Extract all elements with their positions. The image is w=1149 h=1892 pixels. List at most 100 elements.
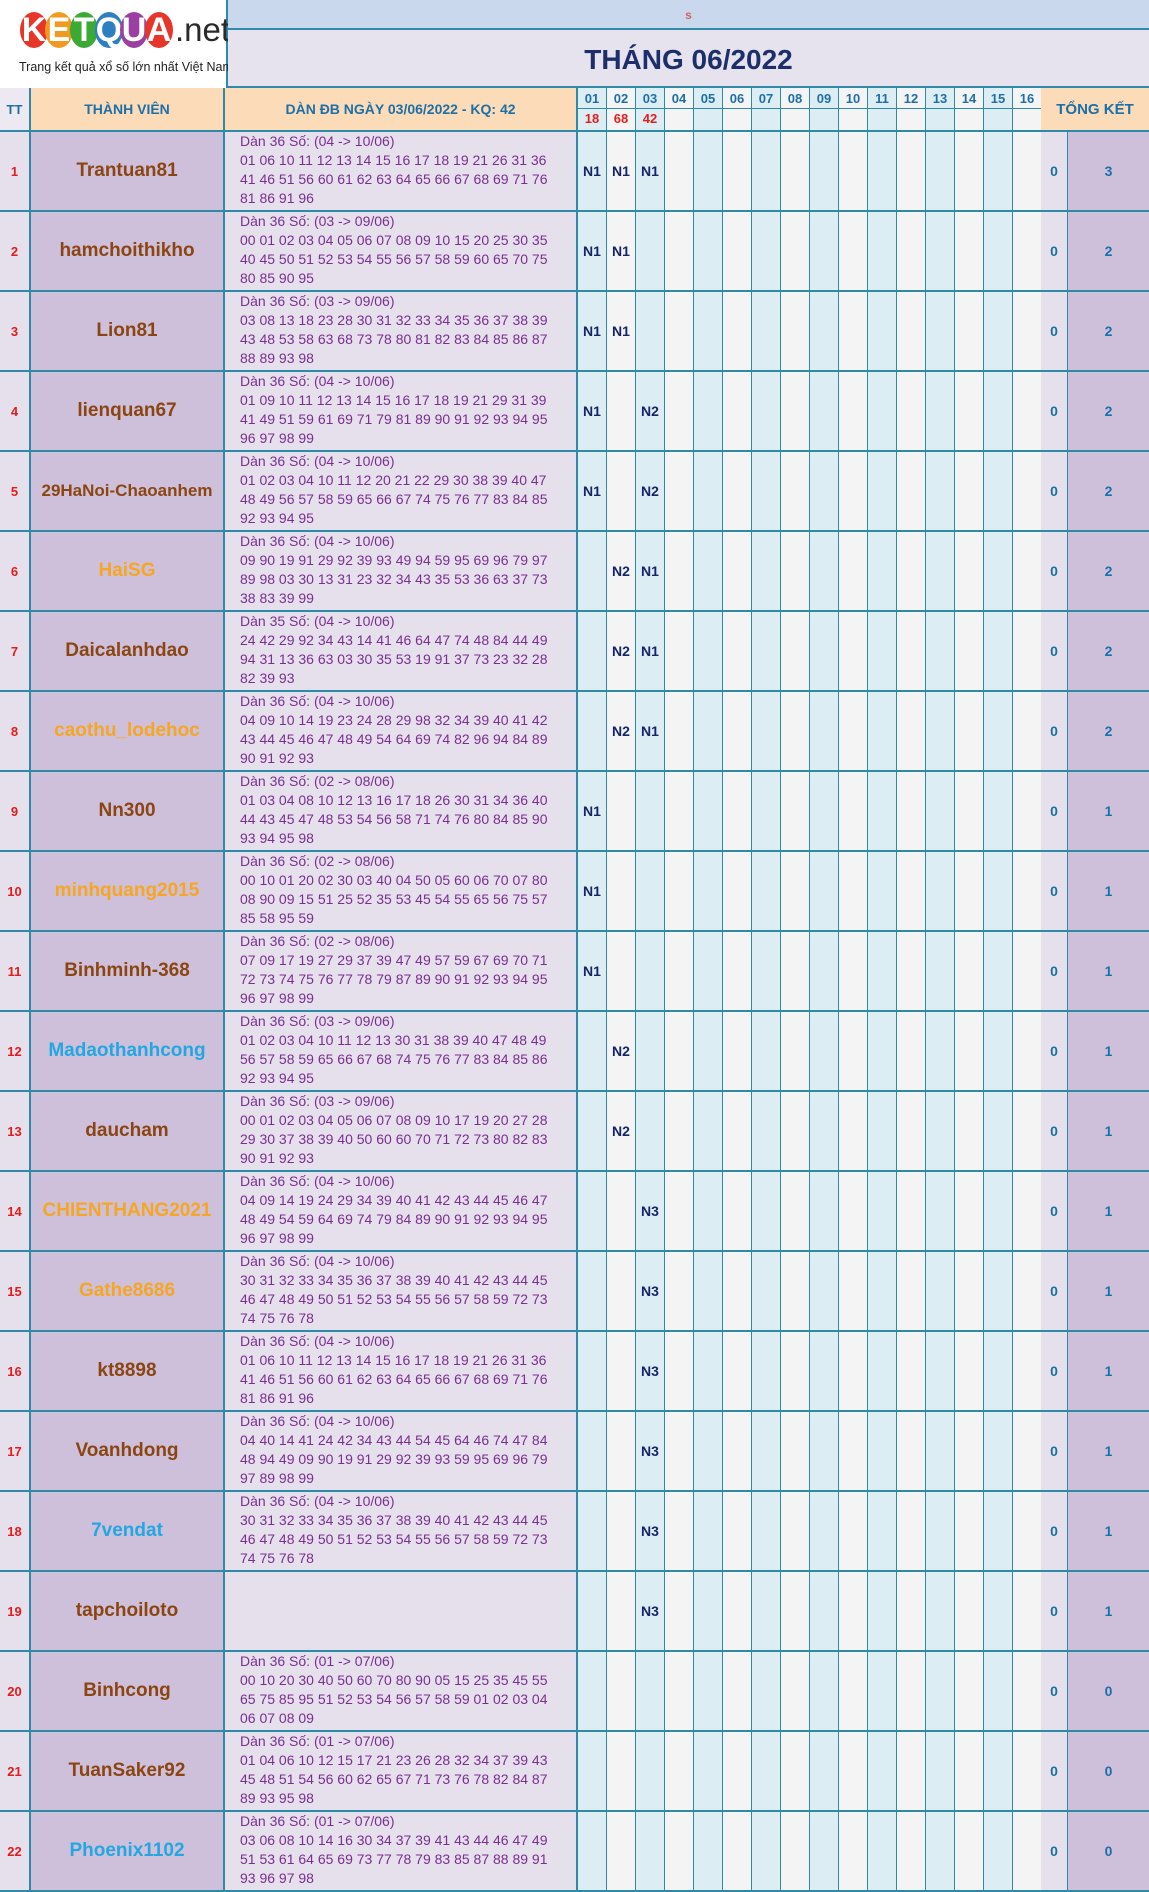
day-cell-02: N2 [607,1092,636,1170]
dan-numbers: Dàn 36 Số: (03 -> 09/06) 03 08 13 18 23 2… [225,292,578,370]
day-cell-13 [926,452,955,530]
day-cell-15 [984,1332,1013,1410]
day-cell-09 [810,772,839,850]
header-day-label: 08 [781,88,809,109]
member-name[interactable]: Daicalanhdao [31,612,225,690]
header-day-label: 03 [636,88,664,109]
header-day-label: 04 [665,88,693,109]
member-name[interactable]: lienquan67 [31,372,225,450]
dan-numbers [225,1572,578,1650]
day-cell-07 [752,1092,781,1170]
dan-numbers: Dàn 36 Số: (01 -> 07/06) 01 04 06 10 12 1… [225,1732,578,1810]
day-cell-12 [897,372,926,450]
day-cell-08 [781,1012,810,1090]
logo-letter: T [70,12,98,48]
member-name[interactable]: CHIENTHANG2021 [31,1172,225,1250]
header-day-result [839,109,867,130]
logo-letter: A [145,11,173,49]
day-cell-02 [607,1492,636,1570]
total-zero: 0 [1041,212,1068,290]
member-name[interactable]: caothu_lodehoc [31,692,225,770]
day-cell-14 [955,132,984,210]
dan-line: 01 03 04 08 10 12 13 16 17 18 26 30 31 3… [240,792,548,808]
dan-line: 03 08 13 18 23 28 30 31 32 33 34 35 36 3… [240,312,548,328]
day-cell-02 [607,452,636,530]
member-name[interactable]: 7vendat [31,1492,225,1570]
day-cell-15 [984,532,1013,610]
day-cell-01 [578,1332,607,1410]
member-name[interactable]: hamchoithikho [31,212,225,290]
day-cell-06 [723,372,752,450]
dan-line: 00 01 02 03 04 05 06 07 08 09 10 15 20 2… [240,232,548,248]
dan-line: 24 42 29 92 34 43 14 41 46 64 47 74 48 8… [240,632,548,648]
row-number: 12 [0,1012,31,1090]
dan-numbers: Dàn 36 Số: (04 -> 10/06) 04 09 14 19 24 2… [225,1172,578,1250]
day-cell-02: N2 [607,692,636,770]
day-cell-14 [955,852,984,930]
member-name[interactable]: daucham [31,1092,225,1170]
day-cell-11 [868,1572,897,1650]
day-cell-15 [984,1092,1013,1170]
total-score: 2 [1068,452,1149,530]
member-name[interactable]: Trantuan81 [31,132,225,210]
total-zero: 0 [1041,1092,1068,1170]
member-name[interactable]: Lion81 [31,292,225,370]
member-name[interactable]: Binhminh-368 [31,932,225,1010]
dan-line: 74 75 76 78 [240,1550,314,1566]
day-cell-11 [868,932,897,1010]
row-number: 20 [0,1652,31,1730]
day-cell-06 [723,692,752,770]
day-cell-10 [839,1732,868,1810]
day-cell-12 [897,1492,926,1570]
member-name[interactable]: HaiSG [31,532,225,610]
member-name[interactable]: TuanSaker92 [31,1732,225,1810]
member-name[interactable]: Nn300 [31,772,225,850]
day-cell-04 [665,1332,694,1410]
total-score: 2 [1068,292,1149,370]
day-cell-05 [694,292,723,370]
member-name[interactable]: Binhcong [31,1652,225,1730]
dan-line: 82 39 93 [240,670,295,686]
table-row: 5 29HaNoi-Chaoanhem Dàn 36 Số: (04 -> 10/0… [0,452,1149,532]
site-logo[interactable]: K E T Q U A .net Trang kết quả xổ số lớn nhất … [0,0,233,88]
day-cell-16 [1013,1012,1042,1090]
dan-line: 07 09 17 19 27 29 37 39 47 49 57 59 67 6… [240,952,548,968]
member-name[interactable]: kt8898 [31,1332,225,1410]
day-cell-09 [810,852,839,930]
member-name[interactable]: Voanhdong [31,1412,225,1490]
member-name[interactable]: Gathe8686 [31,1252,225,1330]
dan-line: 93 96 97 98 [240,1870,314,1886]
header-day-label: 11 [868,88,896,109]
member-name[interactable]: Phoenix1102 [31,1812,225,1890]
day-cell-01: N1 [578,132,607,210]
dan-line: 88 89 93 98 [240,350,314,366]
day-cell-15 [984,1652,1013,1730]
day-cell-09 [810,292,839,370]
table-row: 17 Voanhdong Dàn 36 Số: (04 -> 10/06) 04 40… [0,1412,1149,1492]
day-cell-04 [665,372,694,450]
dan-line: 65 75 85 95 51 52 53 54 56 57 58 59 01 0… [240,1691,548,1707]
total-score: 2 [1068,692,1149,770]
day-cell-03 [636,1092,665,1170]
member-name[interactable]: 29HaNoi-Chaoanhem [31,452,225,530]
day-cell-16 [1013,1172,1042,1250]
day-cell-05 [694,932,723,1010]
member-name[interactable]: minhquang2015 [31,852,225,930]
member-name[interactable]: tapchoiloto [31,1572,225,1650]
dan-line: Dàn 36 Số: (03 -> 09/06) [240,293,395,309]
day-cell-15 [984,1492,1013,1570]
day-cell-15 [984,132,1013,210]
total-zero: 0 [1041,1412,1068,1490]
day-cell-04 [665,1572,694,1650]
dan-line: Dàn 36 Số: (04 -> 10/06) [240,693,395,709]
header-day-label: 13 [926,88,954,109]
day-cell-11 [868,372,897,450]
day-cell-11 [868,452,897,530]
member-name[interactable]: Madaothanhcong [31,1012,225,1090]
day-cell-10 [839,452,868,530]
logo-letter: K [20,11,48,49]
header-day-label: 09 [810,88,838,109]
header-day-01: 01 18 [578,88,607,130]
dan-line: 00 10 20 30 40 50 60 70 80 90 05 15 25 3… [240,1672,548,1688]
header-day-result [781,109,809,130]
